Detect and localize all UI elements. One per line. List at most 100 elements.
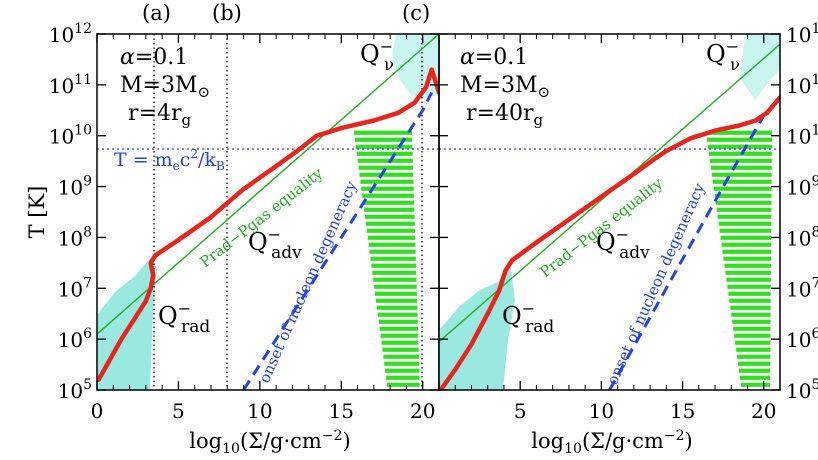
- adv-stripe: [724, 263, 771, 268]
- x-axis-label-right: log10(Σ/g·cm−2): [531, 428, 692, 457]
- x-tick-label: 5: [514, 399, 527, 423]
- adv-stripe: [369, 249, 416, 254]
- adv-stripe: [720, 235, 772, 240]
- x-tick-label: 20: [410, 399, 435, 423]
- y-tick-labels-right: 105 106 107 108 109 1010 1011 1012: [786, 21, 818, 403]
- adv-stripe: [373, 277, 417, 282]
- left-param-mass: M=3M⊙: [120, 73, 210, 101]
- adv-stripe: [740, 382, 771, 387]
- adv-stripe: [386, 375, 420, 380]
- marker-label-a: (a): [142, 1, 171, 25]
- adv-stripe: [367, 235, 416, 240]
- adv-stripe: [737, 354, 771, 359]
- adv-stripe: [358, 165, 414, 170]
- y-tick-label: 106: [58, 326, 92, 352]
- adv-stripe: [365, 214, 415, 219]
- adv-stripe: [368, 242, 416, 247]
- x-tick-label: 15: [329, 399, 354, 423]
- adv-stripe: [717, 214, 772, 219]
- adv-stripe: [384, 361, 420, 366]
- adv-stripe: [371, 263, 417, 268]
- left-q-adv-stripes: [354, 130, 420, 390]
- x-tick-label: 10: [247, 399, 272, 423]
- y-tick-label: 1010: [786, 123, 818, 149]
- adv-stripe: [730, 305, 771, 310]
- adv-stripe: [387, 382, 420, 387]
- y-tick-label: 1012: [49, 21, 92, 47]
- left-param-radius: r=4rg: [128, 101, 191, 129]
- y-tick-labels-left: 105 106 107 108 109 1010 1011 1012: [49, 21, 92, 403]
- x-tick-labels: 0 5 10 15 20 5 10 15 20: [91, 399, 777, 423]
- adv-stripe: [357, 158, 413, 163]
- x-tick-label: 10: [589, 399, 614, 423]
- adv-stripe: [370, 256, 416, 261]
- adv-stripe: [365, 221, 415, 226]
- adv-stripe: [355, 144, 413, 149]
- x-tick-label: 15: [670, 399, 695, 423]
- right-param-alpha: α=0.1: [460, 45, 528, 70]
- adv-stripe: [740, 375, 771, 380]
- right-param-radius: r=40rg: [466, 101, 543, 129]
- adv-stripe: [363, 200, 415, 205]
- adv-stripe: [733, 326, 771, 331]
- adv-stripe: [714, 193, 772, 198]
- right-q-nu-region: [740, 34, 780, 100]
- x-axis-label-left: log10(Σ/g·cm−2): [189, 428, 350, 457]
- adv-stripe: [376, 298, 418, 303]
- adv-stripe: [361, 186, 414, 191]
- right-q-nu-label: Q− ν: [706, 37, 740, 74]
- y-tick-label: 105: [58, 377, 92, 403]
- temperature-line-label: T = mec2/kB: [114, 147, 225, 173]
- x-tick-label: 20: [751, 399, 776, 423]
- adv-stripe: [734, 333, 771, 338]
- adv-stripe: [377, 312, 418, 317]
- left-q-rad-label: Q− rad: [158, 299, 210, 337]
- adv-stripe: [354, 130, 412, 135]
- left-panel: [96, 33, 440, 391]
- adv-stripe: [366, 228, 416, 233]
- adv-stripe: [725, 270, 771, 275]
- adv-stripe: [364, 207, 415, 212]
- y-tick-label: 106: [786, 326, 818, 352]
- left-q-nu-label: Q− ν: [360, 37, 394, 74]
- adv-stripe: [726, 277, 771, 282]
- adv-stripe: [362, 193, 414, 198]
- adv-stripe: [376, 305, 418, 310]
- adv-stripe: [706, 130, 772, 135]
- adv-stripe: [385, 368, 420, 373]
- y-tick-label: 1012: [786, 21, 818, 47]
- y-tick-label: 107: [58, 275, 92, 301]
- y-axis-label: T [K]: [25, 186, 49, 239]
- marker-label-b: (b): [212, 1, 242, 25]
- adv-stripe: [729, 298, 771, 303]
- left-red-curve: [97, 67, 439, 383]
- adv-stripe: [372, 270, 417, 275]
- adv-stripe: [359, 172, 414, 177]
- adv-stripe: [721, 242, 772, 247]
- adv-stripe: [356, 151, 413, 156]
- right-axes-frame: [438, 33, 781, 391]
- adv-stripe: [709, 158, 772, 163]
- adv-stripe: [719, 228, 772, 233]
- adv-stripe: [722, 249, 772, 254]
- left-q-nu-region: [392, 34, 439, 100]
- adv-stripe: [710, 165, 772, 170]
- adv-stripe: [738, 361, 771, 366]
- left-ticks: [96, 33, 440, 391]
- left-degeneracy-line: [242, 91, 434, 390]
- y-tick-label: 108: [786, 224, 818, 250]
- marker-label-c: (c): [402, 1, 430, 25]
- adv-stripe: [712, 179, 772, 184]
- right-q-adv-label: Q− adv: [596, 225, 650, 263]
- y-tick-label: 1011: [786, 72, 818, 98]
- adv-stripe: [379, 326, 419, 331]
- adv-stripe: [716, 207, 772, 212]
- adv-stripe: [360, 179, 414, 184]
- right-param-mass: M=3M⊙: [460, 73, 550, 101]
- x-tick-label: 0: [91, 399, 104, 423]
- left-q-adv-label: Q− adv: [248, 225, 302, 263]
- y-tick-label: 105: [786, 377, 818, 403]
- adv-stripe: [736, 347, 771, 352]
- y-tick-label: 109: [786, 174, 818, 200]
